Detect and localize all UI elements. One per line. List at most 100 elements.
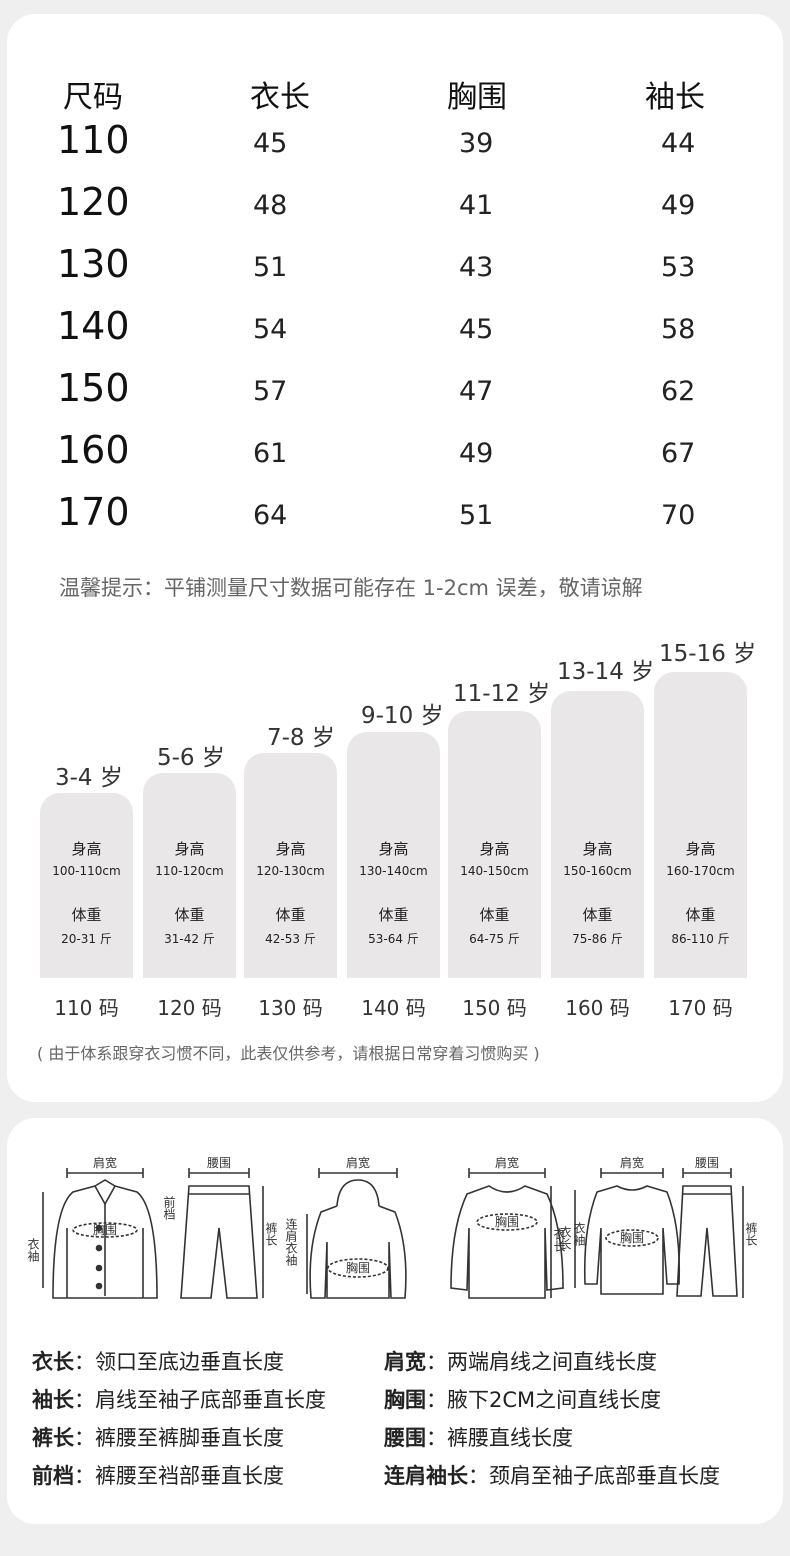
table-row: 130 51 43 53 xyxy=(7,242,783,302)
height-label: 身高 xyxy=(479,840,510,858)
length-cell: 57 xyxy=(253,376,288,407)
chest-cell: 51 xyxy=(459,500,494,531)
height-label: 身高 xyxy=(582,840,613,858)
shoulder-label: 肩宽 xyxy=(620,1155,644,1170)
height-value: 110-120cm xyxy=(155,864,224,878)
header-size: 尺码 xyxy=(63,80,123,115)
size-cell: 150 xyxy=(57,366,130,410)
weight-label: 体重 xyxy=(685,906,716,924)
length-cell: 64 xyxy=(253,500,288,531)
weight-value: 64-75 斤 xyxy=(469,932,520,946)
sleeve-cell: 67 xyxy=(661,438,696,469)
measurement-tip: 温馨提示：平铺测量尺寸数据可能存在 1-2cm 误差，敬请谅解 xyxy=(59,576,643,600)
waist-label: 腰围 xyxy=(695,1156,719,1170)
length-cell: 54 xyxy=(253,314,288,345)
shoulder-label: 肩宽 xyxy=(346,1155,370,1170)
sleeve-cell: 62 xyxy=(661,376,696,407)
header-length: 衣长 xyxy=(250,80,310,115)
height-value: 130-140cm xyxy=(359,864,428,878)
sleeve-cell: 58 xyxy=(661,314,696,345)
shoulder-label: 肩宽 xyxy=(495,1155,519,1170)
height-value: 160-170cm xyxy=(666,864,735,878)
age-bar xyxy=(448,711,541,978)
age-label: 5-6 岁 xyxy=(157,745,225,771)
pants-length-label: 裤长 xyxy=(744,1222,758,1246)
weight-label: 体重 xyxy=(378,906,409,924)
weight-label: 体重 xyxy=(174,906,205,924)
definition-item: 腰围：裤腰直线长度 xyxy=(384,1426,573,1450)
chest-cell: 39 xyxy=(459,128,494,159)
height-value: 100-110cm xyxy=(52,864,121,878)
table-row: 170 64 51 70 xyxy=(7,490,783,550)
age-bar xyxy=(40,793,133,978)
jacket-illustration: 肩宽 胸围 衣袖 xyxy=(26,1155,158,1299)
height-label: 身高 xyxy=(378,840,409,858)
weight-label: 体重 xyxy=(275,906,306,924)
age-bar xyxy=(551,691,644,978)
height-value: 140-150cm xyxy=(460,864,529,878)
raglan-sleeve-label: 连肩衣袖 xyxy=(284,1217,298,1266)
size-code: 150 码 xyxy=(462,996,527,1020)
weight-value: 42-53 斤 xyxy=(265,932,316,946)
definition-item: 衣长：领口至底边垂直长度 xyxy=(32,1350,284,1374)
shoulder-label: 肩宽 xyxy=(93,1155,117,1170)
table-row: 160 61 49 67 xyxy=(7,428,783,488)
length-label: 衣长 xyxy=(552,1227,566,1252)
size-cell: 170 xyxy=(57,490,130,534)
size-cell: 110 xyxy=(57,118,130,162)
definition-item: 胸围：腋下2CM之间直线长度 xyxy=(384,1388,662,1412)
definition-item: 连肩袖长：颈肩至袖子底部垂直长度 xyxy=(384,1464,720,1488)
chest-cell: 47 xyxy=(459,376,494,407)
chest-label: 胸围 xyxy=(620,1230,644,1245)
weight-value: 20-31 斤 xyxy=(61,932,112,946)
length-cell: 45 xyxy=(253,128,288,159)
weight-label: 体重 xyxy=(71,906,102,924)
table-row: 120 48 41 49 xyxy=(7,180,783,240)
size-code: 140 码 xyxy=(361,996,426,1020)
height-label: 身高 xyxy=(71,840,102,858)
weight-value: 31-42 斤 xyxy=(164,932,215,946)
hoodie-illustration: 肩宽 胸围 连肩衣袖 xyxy=(284,1155,407,1299)
definition-item: 袖长：肩线至袖子底部垂直长度 xyxy=(32,1388,326,1412)
chest-label: 胸围 xyxy=(495,1214,519,1229)
sleeve-label: 衣袖 xyxy=(26,1237,40,1262)
age-bar xyxy=(347,732,440,978)
sleeve-cell: 70 xyxy=(661,500,696,531)
sleeve-label: 衣袖 xyxy=(572,1221,586,1246)
weight-value: 75-86 斤 xyxy=(572,932,623,946)
length-cell: 48 xyxy=(253,190,288,221)
age-label: 11-12 岁 xyxy=(453,681,551,707)
sleeve-cell: 53 xyxy=(661,252,696,283)
age-bar xyxy=(244,753,337,978)
size-cell: 160 xyxy=(57,428,130,472)
age-label: 7-8 岁 xyxy=(267,725,335,751)
definition-item: 肩宽：两端肩线之间直线长度 xyxy=(384,1350,657,1374)
definition-item: 裤长：裤腰至裤脚垂直长度 xyxy=(32,1426,284,1450)
size-code: 170 码 xyxy=(668,996,733,1020)
sweater-illustration: 肩宽 胸围 衣长 xyxy=(450,1155,566,1299)
size-cell: 120 xyxy=(57,180,130,224)
weight-label: 体重 xyxy=(582,906,613,924)
length-cell: 51 xyxy=(253,252,288,283)
age-bar xyxy=(143,773,236,978)
table-row: 140 54 45 58 xyxy=(7,304,783,364)
height-label: 身高 xyxy=(174,840,205,858)
reference-note: ( 由于体系跟穿衣习惯不同，此表仅供参考，请根据日常穿着习惯购买 ) xyxy=(37,1044,540,1063)
chest-cell: 49 xyxy=(459,438,494,469)
length-cell: 61 xyxy=(253,438,288,469)
height-value: 150-160cm xyxy=(563,864,632,878)
age-label: 13-14 岁 xyxy=(557,659,655,685)
size-code: 160 码 xyxy=(565,996,630,1020)
chest-label: 胸围 xyxy=(93,1222,117,1237)
size-code: 130 码 xyxy=(258,996,323,1020)
sweatshirt-illustration: 肩宽 胸围 衣长 衣袖 xyxy=(558,1155,681,1295)
size-code: 110 码 xyxy=(54,996,119,1020)
header-sleeve: 袖长 xyxy=(645,80,705,115)
header-chest: 胸围 xyxy=(447,80,507,115)
jogger-illustration: 腰围 裤长 xyxy=(676,1156,758,1298)
age-label: 3-4 岁 xyxy=(55,765,123,791)
weight-label: 体重 xyxy=(479,906,510,924)
garment-illustrations: 肩宽 胸围 衣袖 腰围 裤长 前档 肩宽 胸围 xyxy=(26,1155,758,1299)
measurement-guide-card: 肩宽 胸围 衣袖 腰围 裤长 前档 肩宽 胸围 xyxy=(7,1118,783,1524)
height-label: 身高 xyxy=(275,840,306,858)
